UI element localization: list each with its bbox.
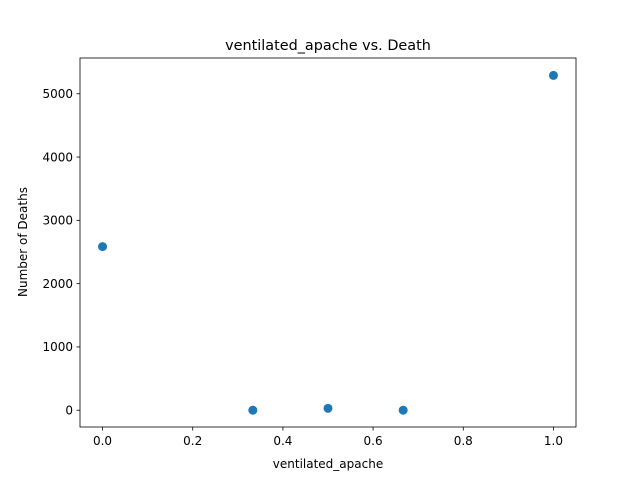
data-point (398, 405, 408, 415)
data-point (248, 405, 258, 415)
y-axis-label: Number of Deaths (16, 187, 30, 297)
data-point (323, 403, 333, 413)
chart-title: ventilated_apache vs. Death (225, 38, 431, 54)
x-tick-label: 0.6 (364, 434, 383, 448)
x-axis-ticks: 0.0 0.2 0.4 0.6 0.8 1.0 (93, 427, 563, 448)
x-axis-label: ventilated_apache (273, 457, 383, 471)
x-tick-label: 0.2 (183, 434, 202, 448)
y-tick-label: 5000 (42, 87, 73, 101)
y-axis-ticks: 0 1000 2000 3000 4000 5000 (42, 87, 80, 418)
data-point (98, 242, 108, 252)
y-tick-label: 3000 (42, 214, 73, 228)
x-tick-label: 0.0 (93, 434, 112, 448)
y-tick-label: 1000 (42, 340, 73, 354)
data-points (98, 70, 558, 415)
y-tick-label: 4000 (42, 150, 73, 164)
x-tick-label: 0.4 (273, 434, 292, 448)
plot-area: 0 1000 2000 3000 4000 5000 0.0 0.2 0.4 0.6 0.8 1.0 (42, 57, 577, 448)
y-tick-label: 2000 (42, 277, 73, 291)
x-tick-label: 0.8 (454, 434, 473, 448)
axes-frame (79, 57, 577, 428)
y-tick-label: 0 (65, 404, 73, 418)
data-point (548, 70, 558, 80)
x-tick-label: 1.0 (544, 434, 563, 448)
